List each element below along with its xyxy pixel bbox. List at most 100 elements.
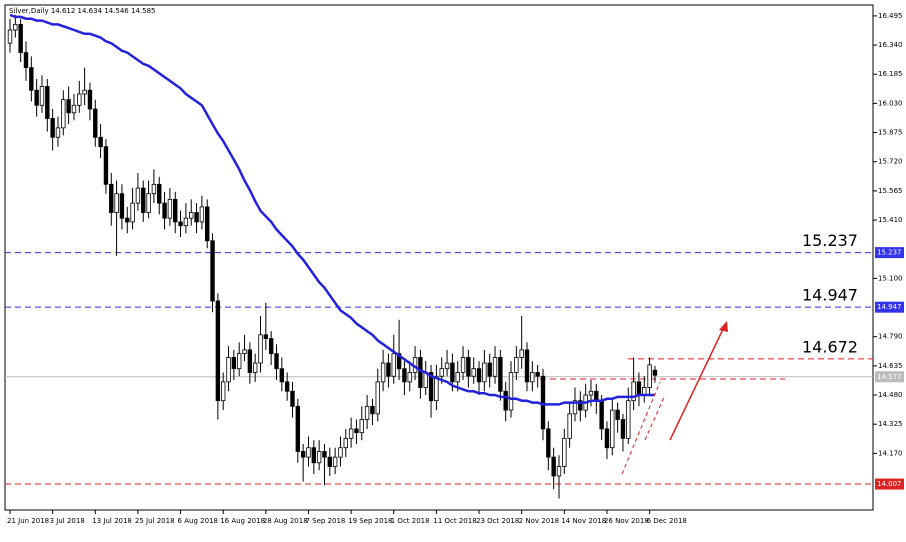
candle-body (530, 372, 535, 383)
candle-body (519, 349, 524, 358)
candle-body (125, 217, 130, 223)
candle-body (98, 136, 103, 148)
candle-body (556, 466, 562, 477)
candle-body (66, 99, 71, 114)
plot-frame (4, 4, 874, 511)
candle-body (77, 93, 82, 106)
candle-body (71, 104, 77, 114)
x-tick-label: 26 Nov 2018 (604, 517, 649, 525)
candle-body (130, 202, 135, 223)
price-tag (875, 301, 904, 313)
x-tick-label: 14 Nov 2018 (561, 517, 606, 525)
candle-body (647, 364, 652, 388)
candle-body (157, 183, 162, 204)
candle-body (364, 405, 370, 420)
y-tick-label: 16.495 (878, 12, 903, 20)
candle-body (146, 193, 151, 213)
candle-body (194, 212, 199, 223)
candle-body (359, 419, 364, 434)
candle-body (210, 240, 215, 302)
x-tick-label: 28 Aug 2018 (263, 517, 308, 525)
candle-body (524, 349, 530, 383)
series-layer (5, 13, 873, 499)
candle-body (242, 349, 247, 355)
candle-body (450, 362, 455, 383)
candle-body (220, 381, 226, 402)
y-tick-label: 14.480 (878, 391, 903, 399)
candle-body (391, 353, 396, 377)
candle-body (231, 357, 237, 370)
candle-body (418, 357, 423, 388)
candle-body (588, 390, 594, 396)
candle-body (93, 108, 98, 138)
candle-body (498, 357, 503, 392)
x-tick-label: 6 Aug 2018 (178, 517, 218, 525)
y-tick-label: 14.325 (878, 420, 903, 428)
x-tick-label: 6 Dec 2018 (647, 517, 687, 525)
price-tag (875, 371, 904, 383)
candle-body (604, 428, 610, 449)
y-tick-label: 14.790 (878, 333, 903, 341)
y-tick-label: 15.720 (878, 158, 903, 166)
price-tag-label: 14.577 (877, 373, 902, 381)
x-tick-label: 3 Jul 2018 (50, 517, 85, 525)
candle-body (508, 372, 514, 411)
candle-body (167, 198, 173, 219)
price-tag-label: 14.947 (877, 303, 902, 311)
price-tag (875, 247, 904, 259)
x-tick-label: 2 Nov 2018 (519, 517, 559, 525)
candle-body (615, 409, 620, 420)
candle-body (226, 357, 231, 383)
candle-body (636, 381, 642, 396)
candle-body (492, 357, 498, 377)
candle-body (178, 221, 183, 227)
candle-body (380, 362, 386, 383)
y-tick-label: 15.100 (878, 274, 903, 282)
candle-body (39, 86, 45, 106)
candle-body (23, 52, 29, 69)
candle-body (338, 447, 343, 458)
candle-body (316, 451, 322, 464)
trend-line (644, 394, 666, 441)
y-tick-label: 15.410 (878, 216, 903, 224)
candle-body (199, 206, 205, 223)
level-label: 15.237 (802, 231, 858, 250)
arrow-head (719, 321, 728, 332)
candle-body (572, 400, 578, 415)
candle-body (189, 212, 194, 219)
candle-body (348, 428, 354, 439)
candle-body (535, 372, 540, 377)
candle-body (610, 409, 615, 449)
candle-body (300, 451, 306, 458)
chart-title: Silver,Daily 14.612 14.634 14.546 14.585 (9, 7, 155, 15)
candle-body (141, 187, 146, 213)
y-tick-label: 15.565 (878, 187, 903, 195)
candle-body (247, 349, 253, 373)
trend-line (621, 381, 661, 475)
candle-body (444, 362, 450, 370)
candle-body (652, 369, 658, 376)
candle-body (482, 362, 487, 383)
candle-body (354, 428, 359, 434)
x-tick-label: 1 Oct 2018 (391, 517, 430, 525)
candle-body (45, 86, 50, 119)
candle-body (631, 381, 636, 402)
candle-body (407, 372, 412, 383)
trend-arrow (669, 324, 726, 441)
candle-body (50, 118, 55, 138)
candle-body (61, 99, 66, 129)
candle-body (594, 390, 599, 402)
candle-body (578, 400, 583, 411)
candle-body (396, 353, 402, 370)
candle-body (109, 183, 114, 213)
candle-body (306, 447, 311, 458)
candle-body (274, 353, 279, 370)
candle-body (236, 353, 242, 370)
candle-body (268, 338, 274, 355)
candle-body (487, 362, 492, 377)
candle-body (322, 451, 327, 458)
candle-body (327, 456, 332, 467)
x-tick-label: 13 Jul 2018 (92, 517, 132, 525)
candle-body (183, 217, 189, 227)
y-tick-label: 16.340 (878, 41, 903, 49)
